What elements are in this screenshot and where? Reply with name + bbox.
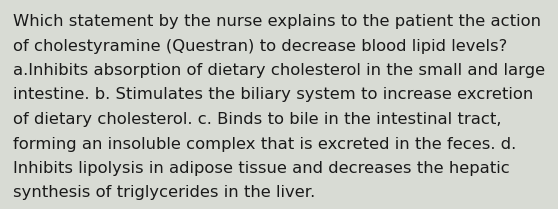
Text: of dietary cholesterol. c. Binds to bile in the intestinal tract,: of dietary cholesterol. c. Binds to bile… <box>13 112 502 127</box>
Text: intestine. b. Stimulates the biliary system to increase excretion: intestine. b. Stimulates the biliary sys… <box>13 88 533 102</box>
Text: Inhibits lipolysis in adipose tissue and decreases the hepatic: Inhibits lipolysis in adipose tissue and… <box>13 161 510 176</box>
Text: a.Inhibits absorption of dietary cholesterol in the small and large: a.Inhibits absorption of dietary cholest… <box>13 63 545 78</box>
Text: forming an insoluble complex that is excreted in the feces. d.: forming an insoluble complex that is exc… <box>13 136 516 152</box>
Text: synthesis of triglycerides in the liver.: synthesis of triglycerides in the liver. <box>13 186 315 200</box>
Text: of cholestyramine (Questran) to decrease blood lipid levels?: of cholestyramine (Questran) to decrease… <box>13 38 507 54</box>
Text: Which statement by the nurse explains to the patient the action: Which statement by the nurse explains to… <box>13 14 541 29</box>
